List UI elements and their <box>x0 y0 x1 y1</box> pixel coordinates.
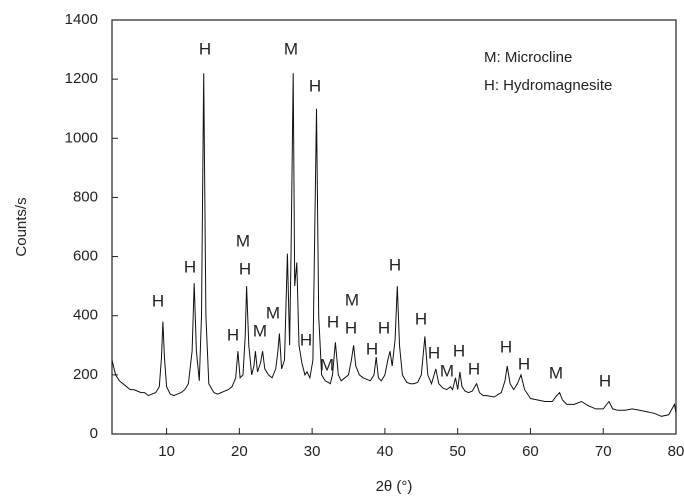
peak-label: H <box>309 76 321 95</box>
peak-label: H <box>599 371 611 390</box>
peak-label: H <box>184 257 196 276</box>
peak-label: H <box>378 318 390 337</box>
legend-text: M: Microcline <box>484 49 572 66</box>
peak-label: H <box>345 318 357 337</box>
x-tick-label: 40 <box>377 443 394 460</box>
peak-label: H <box>152 291 164 310</box>
peak-label: H <box>453 341 465 360</box>
x-tick-label: 20 <box>231 443 248 460</box>
peak-label: M <box>549 363 563 382</box>
peak-label: H <box>327 312 339 331</box>
y-tick-label: 400 <box>73 307 98 324</box>
x-tick-label: 60 <box>522 443 539 460</box>
y-tick-label: 0 <box>90 425 98 442</box>
legend-text: H: Hydromagnesite <box>484 77 612 94</box>
x-axis-label: 2θ (°) <box>376 478 413 495</box>
peak-label: H <box>468 359 480 378</box>
peak-label: H <box>366 339 378 358</box>
peak-label: M <box>345 290 359 309</box>
y-tick-label: 200 <box>73 366 98 383</box>
peak-label: H <box>300 330 312 349</box>
peak-label: H <box>428 343 440 362</box>
plot-frame <box>111 19 677 435</box>
y-tick-label: 600 <box>73 248 98 265</box>
y-tick-label: 1400 <box>65 11 98 28</box>
peak-label: H <box>518 354 530 373</box>
x-tick-label: 70 <box>595 443 612 460</box>
x-tick-label: 30 <box>304 443 321 460</box>
x-tick-label: 80 <box>668 443 684 460</box>
peak-label: M <box>320 355 334 374</box>
x-tick-label: 10 <box>158 443 175 460</box>
peak-label: H <box>389 255 401 274</box>
y-tick-label: 800 <box>73 188 98 205</box>
data-line <box>111 73 677 417</box>
peak-label: H <box>415 309 427 328</box>
y-axis-label: Counts/s <box>13 197 30 256</box>
peak-label: H <box>239 259 251 278</box>
peak-label: M <box>236 231 250 250</box>
peak-label: M <box>284 39 298 58</box>
y-tick-label: 1000 <box>65 129 98 146</box>
peak-label: H <box>227 325 239 344</box>
peak-label: M <box>440 361 454 380</box>
peak-label: M <box>253 321 267 340</box>
peak-label: M <box>266 303 280 322</box>
x-tick-label: 50 <box>449 443 466 460</box>
peak-label: H <box>199 39 211 58</box>
peak-label: H <box>500 337 512 356</box>
y-tick-label: 1200 <box>65 70 98 87</box>
